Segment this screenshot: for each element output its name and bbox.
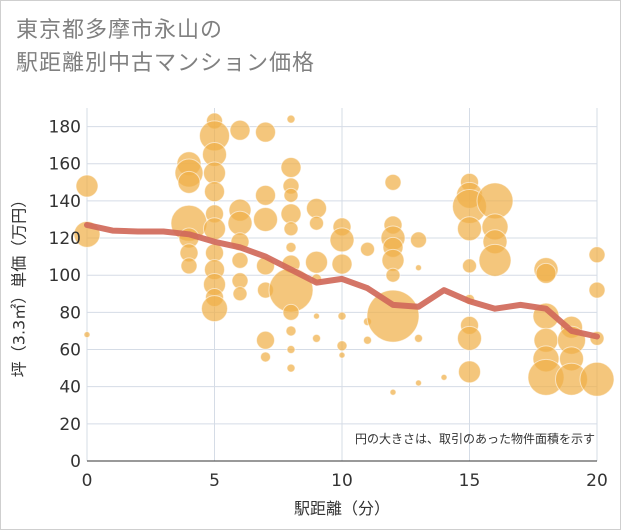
data-bubble	[305, 250, 328, 274]
data-bubble	[253, 206, 278, 232]
y-tick-label: 180	[49, 118, 81, 138]
data-bubble	[309, 215, 324, 231]
data-bubble	[203, 161, 226, 185]
x-axis-label: 駅距離（分）	[294, 499, 390, 518]
grid-lines	[86, 108, 598, 461]
bubble-layer	[73, 112, 615, 397]
y-tick-label: 20	[59, 415, 81, 435]
y-tick-label: 40	[59, 378, 81, 398]
x-tick-label: 20	[586, 471, 608, 491]
size-note: 円の大きさは、取引のあった物件面積を示す	[355, 431, 595, 446]
y-axis-ticks: 0 20 40 60 80 100 120 140 160 180	[49, 118, 81, 472]
y-tick-label: 0	[70, 452, 81, 472]
data-bubble	[389, 388, 397, 396]
data-bubble	[363, 335, 372, 345]
y-tick-label: 80	[59, 303, 81, 323]
data-bubble	[331, 253, 353, 275]
data-bubble	[177, 170, 201, 194]
x-tick-label: 15	[459, 471, 481, 491]
data-bubble	[256, 330, 275, 350]
data-bubble	[415, 379, 422, 387]
data-bubble	[280, 156, 302, 178]
data-bubble	[588, 246, 606, 264]
data-bubble	[415, 264, 422, 272]
data-bubble	[286, 363, 296, 373]
data-bubble	[336, 340, 348, 352]
data-bubble	[457, 325, 482, 351]
data-bubble	[414, 333, 423, 343]
data-bubble	[458, 360, 481, 384]
data-bubble	[229, 119, 251, 141]
data-bubble	[337, 311, 347, 321]
data-bubble	[282, 303, 300, 321]
data-bubble	[384, 173, 402, 191]
data-bubble	[286, 345, 296, 355]
data-bubble	[283, 221, 299, 237]
data-bubble	[201, 295, 228, 323]
y-tick-label: 160	[49, 155, 81, 175]
y-tick-label: 140	[49, 192, 81, 212]
data-bubble	[231, 251, 249, 269]
data-bubble	[260, 351, 271, 363]
x-tick-label: 5	[209, 471, 220, 491]
data-bubble	[385, 267, 401, 283]
data-bubble	[83, 331, 91, 339]
data-bubble	[280, 203, 302, 225]
data-bubble	[285, 325, 297, 337]
data-bubble	[204, 181, 225, 203]
data-bubble	[478, 243, 512, 277]
chart-title-line1: 東京都多摩市永山の	[16, 18, 224, 43]
data-bubble	[313, 312, 320, 320]
data-bubble	[366, 289, 420, 343]
data-bubble	[440, 373, 448, 381]
data-bubble	[360, 241, 375, 257]
data-bubble	[255, 121, 276, 143]
x-axis-ticks: 0 5 10 15 20	[82, 471, 608, 491]
data-bubble	[579, 361, 615, 397]
y-tick-label: 120	[49, 229, 81, 249]
data-bubble	[588, 281, 606, 299]
y-tick-label: 100	[49, 266, 81, 286]
data-bubble	[180, 257, 198, 275]
data-bubble	[410, 231, 427, 249]
data-bubble	[232, 286, 248, 302]
trend-line	[84, 222, 600, 340]
chart-title: 東京都多摩市永山の 駅距離別中古マンション価格	[16, 14, 436, 80]
data-bubble	[286, 114, 296, 124]
data-bubble	[329, 227, 355, 253]
data-bubble	[457, 216, 482, 242]
x-tick-label: 0	[82, 471, 93, 491]
y-axis-label: 坪（3.3㎡）単価（万円）	[10, 192, 29, 377]
data-bubble	[283, 187, 299, 203]
x-tick-label: 10	[331, 471, 353, 491]
y-tick-label: 60	[59, 341, 81, 361]
data-bubble	[227, 210, 253, 236]
data-bubble	[462, 258, 477, 274]
data-bubble	[285, 241, 297, 253]
data-bubble	[338, 351, 346, 359]
data-bubble	[75, 174, 99, 198]
data-bubble	[312, 333, 321, 343]
data-bubble	[535, 262, 557, 284]
chart-title-line2: 駅距離別中古マンション価格	[16, 51, 316, 76]
data-bubble	[306, 197, 327, 219]
data-bubble	[255, 184, 276, 206]
